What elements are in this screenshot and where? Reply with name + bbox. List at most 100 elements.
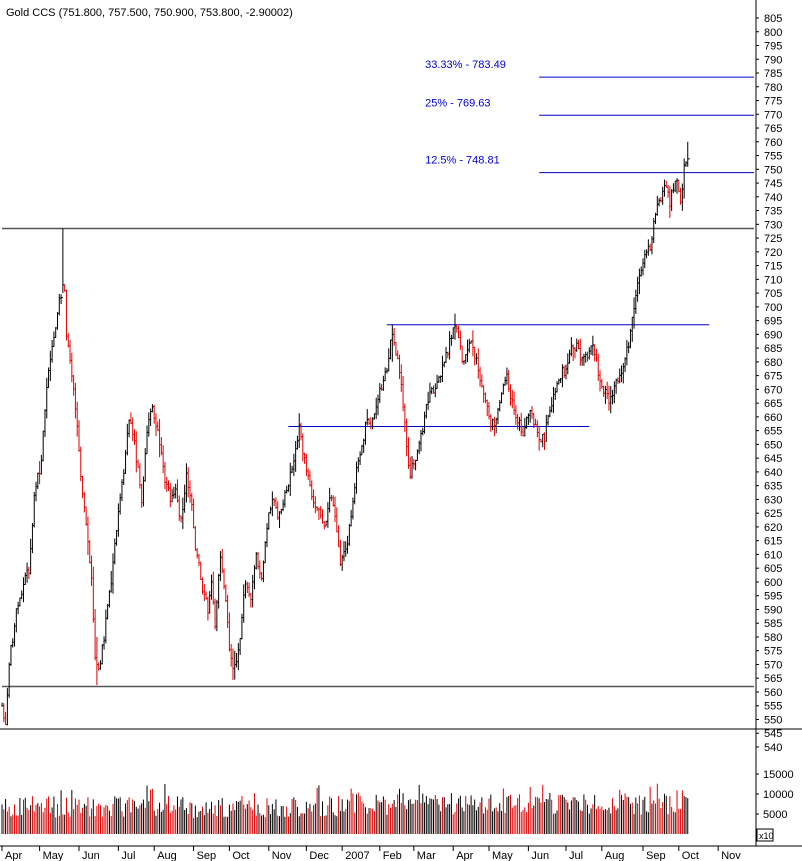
y-tick-label: 765: [764, 123, 782, 135]
price-bar: [538, 425, 542, 451]
fib-labels: 33.33% - 783.49 25% - 769.63 12.5% - 748.8…: [425, 59, 506, 166]
y-tick-label: 730: [764, 219, 782, 231]
price-bar: [10, 644, 13, 666]
fib-label: 33.33% - 783.49: [425, 59, 506, 71]
price-bar: [108, 590, 112, 608]
x-tick-label: Oct: [682, 850, 699, 861]
price-bar: [268, 512, 271, 530]
y-tick-label: 660: [764, 412, 782, 424]
y-tick-label: 775: [764, 96, 782, 108]
x-tick-label: Dec: [309, 850, 329, 861]
y-tick-label: 565: [764, 673, 782, 685]
y-tick-label: 675: [764, 371, 782, 383]
x-tick-label: Jul: [121, 850, 135, 861]
y-tick-label: 635: [764, 481, 782, 493]
y-tick-label: 695: [764, 316, 782, 328]
y-tick-label: 550: [764, 714, 782, 726]
y-tick-label: 760: [764, 137, 782, 149]
price-bar: [262, 560, 266, 583]
y-tick-label: 545: [764, 728, 782, 740]
y-tick-label: 595: [764, 591, 782, 603]
fib-label: 25% - 769.63: [425, 97, 490, 109]
x-tick-label: Nov: [721, 850, 741, 861]
x-tick-label: Jun: [531, 850, 549, 861]
price-bar: [96, 636, 99, 686]
y-tick-label: 570: [764, 659, 782, 671]
volume-unit-box: [756, 828, 774, 842]
x-tick-label: Sep: [646, 850, 666, 861]
y-tick-label: 615: [764, 536, 782, 548]
y-tick-label: 580: [764, 632, 782, 644]
x-tick-label: Feb: [383, 850, 402, 861]
price-bar: [239, 638, 243, 655]
y-tick-label: 600: [764, 577, 782, 589]
x-tick-label: Sep: [197, 850, 217, 861]
y-tick-label: 755: [764, 151, 782, 163]
x-tick-label: Jul: [569, 850, 583, 861]
y-tick-label: 735: [764, 206, 782, 218]
price-bar: [62, 228, 65, 294]
volume-axis: 5000 10000 15000 x10: [756, 769, 794, 842]
volume-tick-label: 5000: [763, 809, 787, 821]
price-bar: [687, 141, 690, 167]
y-tick-label: 780: [764, 82, 782, 94]
y-tick-label: 585: [764, 618, 782, 630]
volume-tick-label: 10000: [763, 789, 794, 801]
y-tick-label: 620: [764, 522, 782, 534]
y-tick-label: 745: [764, 178, 782, 190]
y-tick-label: 715: [764, 261, 782, 273]
y-tick-label: 690: [764, 329, 782, 341]
price-bar: [60, 294, 64, 305]
price-bar: [348, 523, 352, 546]
y-tick-label: 685: [764, 343, 782, 355]
y-tick-label: 740: [764, 192, 782, 204]
price-bar: [200, 561, 203, 581]
x-tick-label: Aug: [605, 850, 625, 861]
y-tick-label: 705: [764, 288, 782, 300]
price-bars: [1, 141, 690, 726]
y-tick-label: 800: [764, 27, 782, 39]
y-tick-label: 665: [764, 398, 782, 410]
y-tick-label: 630: [764, 494, 782, 506]
y-tick-label: 625: [764, 508, 782, 520]
price-bar: [415, 459, 418, 471]
y-tick-label: 640: [764, 467, 782, 479]
volume-unit-label: x10: [759, 831, 774, 841]
time-axis: Apr May Jun Jul Aug Sep Oct Nov Dec 2007 Feb Mar Apr…: [1, 846, 741, 861]
y-tick-label: 770: [764, 109, 782, 121]
volume-bars: [1, 783, 689, 834]
price-bar: [65, 289, 69, 341]
price-axis: 5405455505555605655705755805855905956006…: [756, 13, 782, 754]
fib-label: 12.5% - 748.81: [425, 155, 500, 167]
y-tick-label: 655: [764, 426, 782, 438]
x-tick-label: Apr: [456, 850, 473, 861]
y-tick-label: 790: [764, 54, 782, 66]
y-tick-label: 725: [764, 233, 782, 245]
y-tick-label: 650: [764, 439, 782, 451]
x-tick-label: Jun: [82, 850, 100, 861]
y-tick-label: 680: [764, 357, 782, 369]
y-tick-label: 785: [764, 68, 782, 80]
y-tick-label: 575: [764, 646, 782, 658]
x-tick-label: Oct: [232, 850, 249, 861]
price-bar: [194, 526, 198, 551]
y-tick-label: 610: [764, 549, 782, 561]
x-tick-label: Apr: [5, 850, 22, 861]
y-tick-label: 710: [764, 274, 782, 286]
y-tick-label: 555: [764, 701, 782, 713]
x-tick-label: May: [43, 850, 64, 861]
volume-tick-label: 15000: [763, 769, 794, 781]
y-tick-label: 605: [764, 563, 782, 575]
y-tick-label: 590: [764, 604, 782, 616]
y-tick-label: 795: [764, 41, 782, 53]
price-bar: [193, 498, 196, 529]
price-bar: [8, 662, 12, 698]
y-tick-label: 805: [764, 13, 782, 25]
y-tick-label: 560: [764, 687, 782, 699]
y-tick-label: 645: [764, 453, 782, 465]
x-tick-label: May: [492, 850, 513, 861]
x-tick-label: 2007: [345, 850, 369, 861]
price-bar: [441, 355, 445, 383]
horizontal-levels: [2, 76, 754, 688]
